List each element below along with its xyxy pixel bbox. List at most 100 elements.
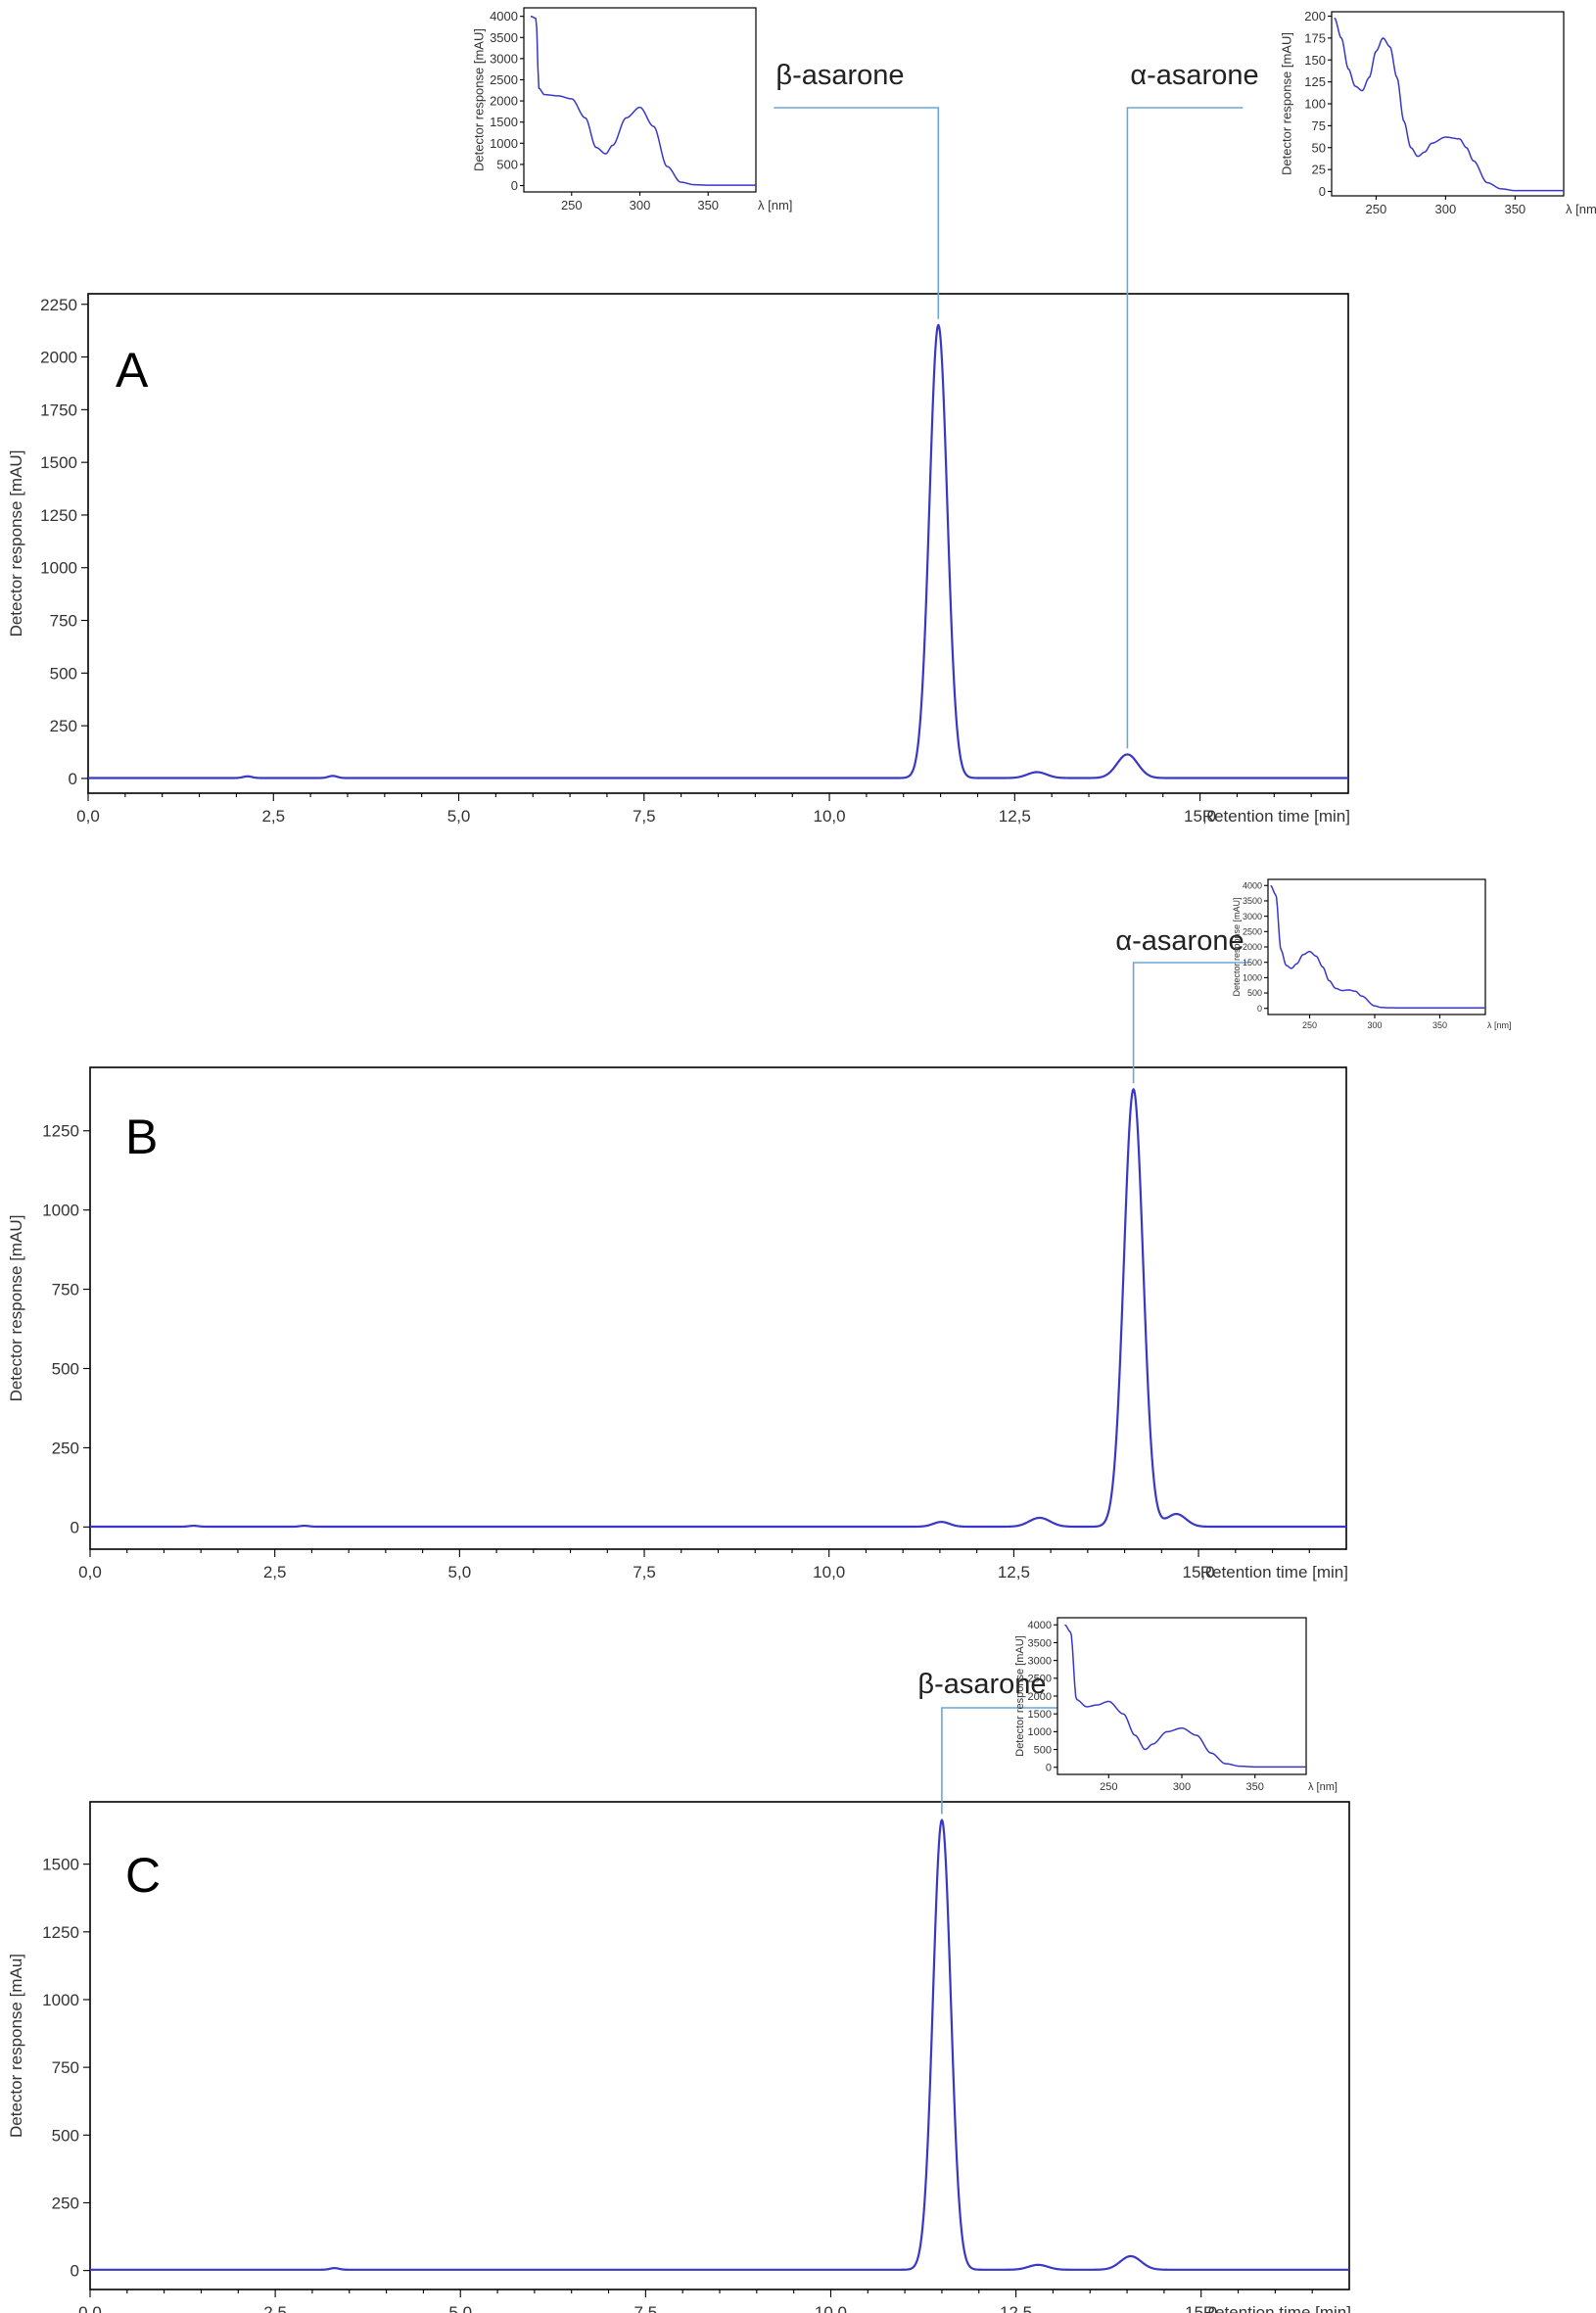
uv-spectrum-inset: 0 500 1000 1500 2000 2500 3000 3500 4000 250 300 35… [1014,1617,1338,1793]
spectrum-y-tick-label: 175 [1304,30,1326,45]
y-axis-label: Detector response [mAu] [7,1954,25,2138]
spectrum-y-tick-label: 1500 [1028,1709,1052,1721]
spectrum-x-tick-label: 300 [630,198,651,212]
spectrum-y-tick-label: 1500 [1243,958,1262,968]
x-tick-label: 0,0 [78,1563,102,1581]
y-tick-label: 1000 [42,1991,79,2009]
y-tick-label: 500 [52,1360,79,1379]
peak-leader-line [941,1707,1057,1815]
spectrum-x-tick-label: 300 [1367,1020,1382,1030]
plot-area [89,1801,1350,2290]
spectrum-y-axis-label: Detector response [mAU] [1232,897,1242,996]
spectrum-y-tick-label: 50 [1312,140,1326,155]
spectrum-y-tick-label: 1000 [1243,973,1262,983]
uv-spectrum-line [1064,1624,1306,1769]
spectrum-inset-frame [1331,11,1565,197]
y-tick-label: 1500 [42,1856,79,1874]
y-tick-label: 0 [69,770,77,788]
spectrum-x-tick-label: 350 [1504,202,1526,216]
spectrum-y-tick-label: 200 [1304,9,1326,24]
spectrum-x-tick-label: 250 [1366,202,1387,216]
spectrum-inset-frame [523,7,757,193]
y-tick-label: 1000 [42,1202,79,1220]
x-tick-label: 0,0 [78,2303,102,2313]
uv-spectrum-line [1270,884,1485,1010]
y-tick-label: 500 [52,2126,79,2145]
spectrum-x-tick-label: 300 [1435,202,1457,216]
x-tick-label: 2,5 [263,2303,287,2313]
spectrum-y-tick-label: 0 [511,178,518,193]
plot-area [87,293,1349,794]
x-tick-label: 0,0 [76,807,100,826]
y-tick-label: 1500 [40,453,77,472]
x-tick-label: 7,5 [634,2303,658,2313]
uv-spectrum-line [1334,17,1564,192]
x-tick-label: 5,0 [448,1563,472,1581]
spectrum-inset-frame [1267,878,1486,1015]
x-tick-label: 10,0 [813,1563,845,1581]
spectrum-y-tick-label: 1500 [490,115,518,129]
spectrum-x-axis-label: λ [nm] [1308,1781,1338,1793]
x-tick-label: 15,0 [1185,2303,1217,2313]
peak-leader-line [1132,962,1249,1084]
spectrum-y-tick-label: 0 [1319,184,1326,199]
spectrum-x-tick-label: 250 [561,198,583,212]
spectrum-x-axis-label: λ [nm] [1566,202,1596,216]
spectrum-y-tick-label: 2000 [490,94,518,109]
spectrum-y-axis-label: Detector response [mAU] [1279,32,1293,175]
spectrum-y-tick-label: 4000 [490,9,518,24]
compound-label: β-asarone [917,1669,1046,1700]
spectrum-y-tick-label: 4000 [1028,1620,1052,1631]
x-tick-label: 7,5 [633,807,656,826]
y-axis-label: Detector response [mAU] [7,1215,25,1402]
y-tick-label: 250 [52,1439,79,1457]
x-axis-label: Retention time [min] [1203,2303,1351,2313]
x-tick-label: 5,0 [448,2303,472,2313]
spectrum-x-axis-label: λ [nm] [758,198,792,212]
x-tick-label: 12,5 [1000,2303,1032,2313]
uv-spectrum-line [530,15,756,186]
x-axis-label: Retention time [min] [1202,807,1350,826]
spectrum-y-tick-label: 150 [1304,53,1326,68]
x-tick-label: 2,5 [263,1563,287,1581]
x-tick-label: 12,5 [999,807,1031,826]
uv-spectrum-inset: 0 25 50 75 100 125 150 175 200 250 300 350 λ [nm] Det… [1279,9,1596,216]
spectrum-x-axis-label: λ [nm] [1487,1020,1512,1030]
spectrum-y-tick-label: 1000 [1028,1726,1052,1738]
spectrum-y-tick-label: 3000 [1028,1655,1052,1667]
spectrum-y-tick-label: 500 [1034,1744,1052,1756]
chromatogram-trace [89,1088,1347,1529]
x-tick-label: 10,0 [815,2303,847,2313]
compound-label: β-asarone [775,60,904,91]
spectrum-inset-frame [1056,1617,1307,1775]
spectrum-y-tick-label: 3500 [1028,1637,1052,1649]
spectrum-y-tick-label: 2000 [1243,942,1262,952]
spectrum-y-tick-label: 3000 [1243,912,1262,921]
x-tick-label: 15,0 [1183,1563,1215,1581]
y-tick-label: 1250 [42,1122,79,1141]
y-tick-label: 250 [50,717,77,735]
x-tick-label: 15,0 [1184,807,1216,826]
x-axis-label: Retention time [min] [1200,1563,1348,1581]
spectrum-y-tick-label: 3500 [490,30,518,45]
spectrum-x-tick-label: 300 [1173,1781,1191,1793]
y-tick-label: 750 [52,2058,79,2077]
y-tick-label: 1250 [42,1923,79,1942]
x-tick-label: 10,0 [814,807,846,826]
spectrum-y-tick-label: 1000 [490,136,518,151]
y-tick-label: 0 [70,2262,79,2281]
y-tick-label: 750 [50,612,77,631]
spectrum-y-tick-label: 125 [1304,74,1326,89]
spectrum-y-tick-label: 0 [1046,1763,1052,1774]
chromatogram-trace [87,323,1349,779]
compound-label: α-asarone [1115,925,1244,957]
spectrum-y-tick-label: 500 [1247,988,1262,998]
spectrum-y-tick-label: 2500 [1028,1674,1052,1685]
y-tick-label: 2000 [40,349,77,367]
panel-label: B [125,1109,158,1164]
spectrum-x-tick-label: 350 [1246,1781,1264,1793]
chromatogram-panel-b: 0 250 500 750 1000 1250 0,0 2,5 5,0 7,5 10,0 12,5 15… [7,925,1348,1581]
peak-leader-line [1126,107,1244,749]
y-tick-label: 250 [52,2194,79,2212]
